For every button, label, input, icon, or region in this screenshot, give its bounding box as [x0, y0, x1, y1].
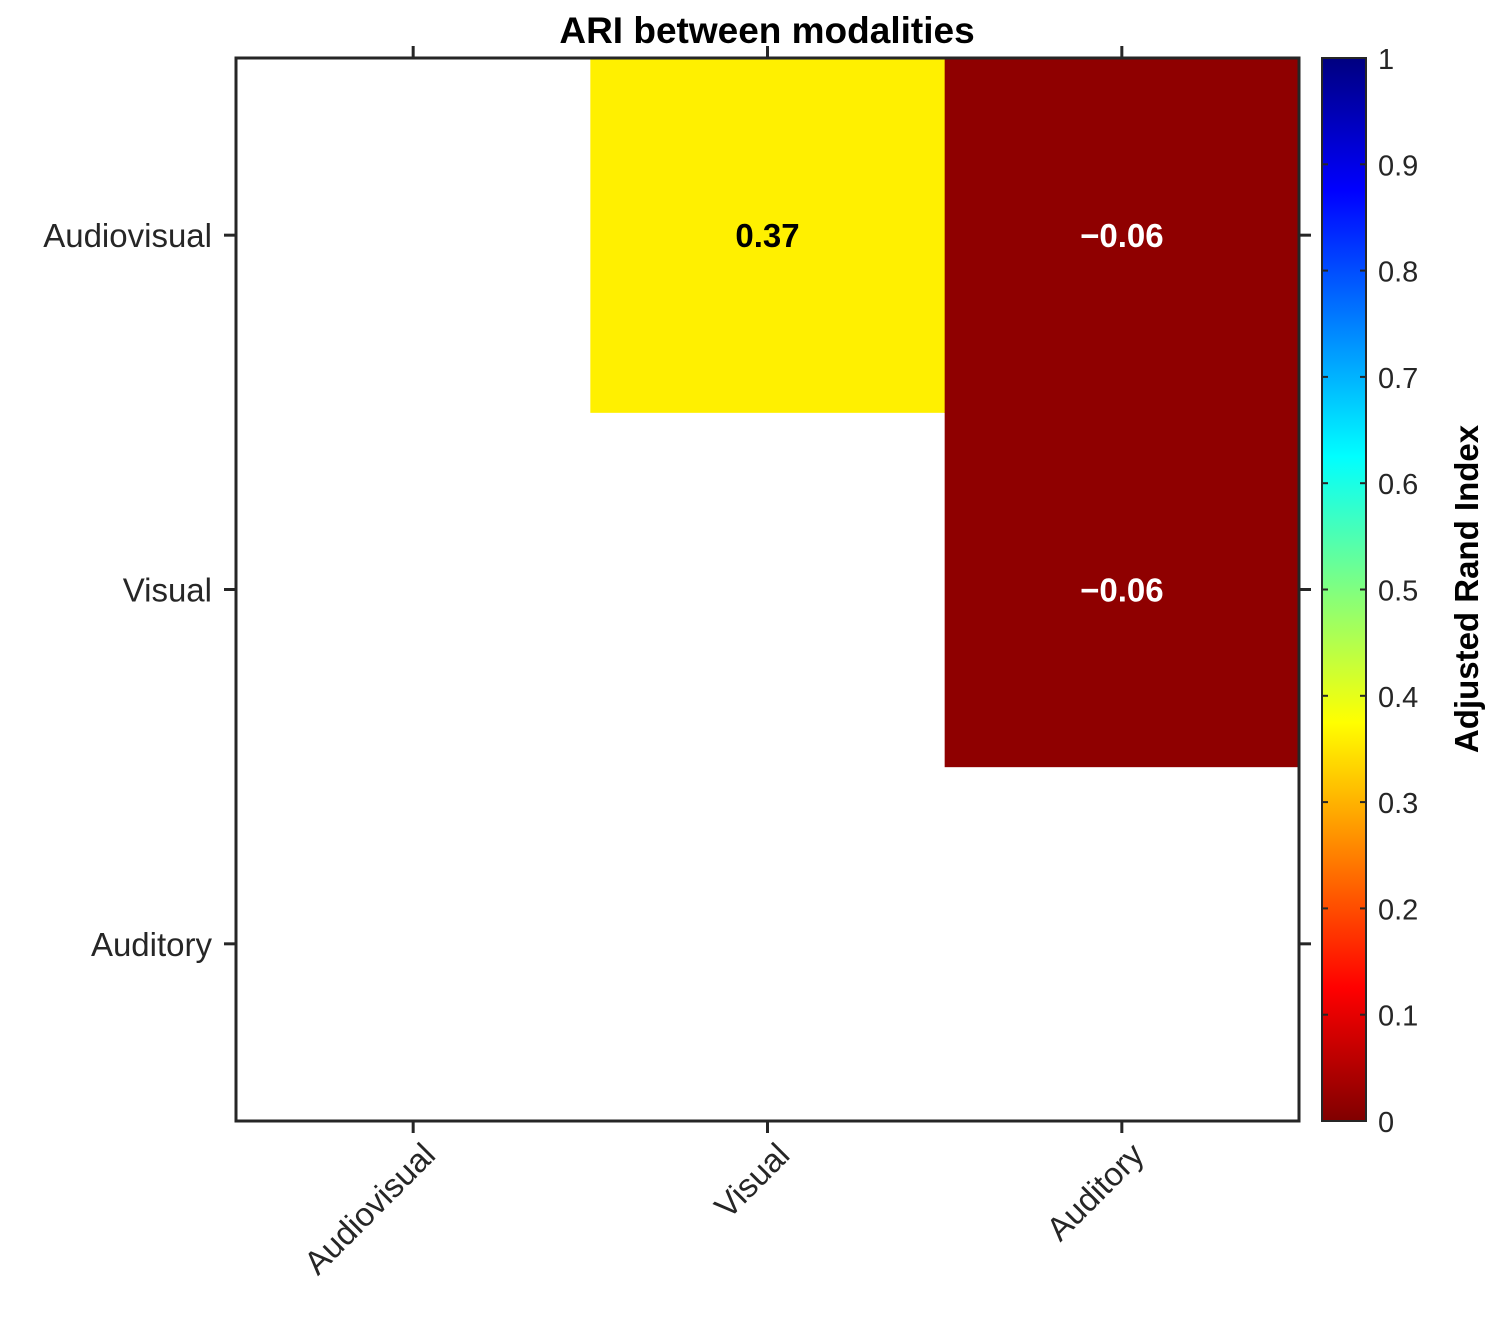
cell-value-label: −0.06	[1080, 572, 1164, 609]
colorbar-tick-label: 0.4	[1378, 682, 1418, 714]
heatmap-cell	[944, 412, 1300, 768]
colorbar-tick-label: 0.8	[1378, 257, 1418, 289]
heatmap-cells: 0.37 −0.06 −0.06	[590, 58, 1300, 768]
colorbar-gradient	[1321, 57, 1367, 1122]
y-axis-tick-labels: Audiovisual Visual Auditory	[43, 217, 212, 963]
axis-ticks	[224, 46, 1311, 1133]
y-tick-label-auditory: Auditory	[91, 926, 213, 963]
colorbar-ticks: 0 0.1 0.2 0.3 0.4 0.5 0.6 0.7 0.8 0.9 1	[1322, 44, 1418, 1139]
colorbar-tick-label: 0.3	[1378, 788, 1418, 820]
colorbar-tick-label: 1	[1378, 44, 1394, 76]
x-axis-tick-labels: Audiovisual Visual Auditory	[297, 1135, 1152, 1281]
x-tick-label-audiovisual: Audiovisual	[297, 1136, 443, 1282]
colorbar: 0 0.1 0.2 0.3 0.4 0.5 0.6 0.7 0.8 0.9 1 Adjusted R…	[1321, 44, 1485, 1139]
colorbar-tick-label: 0.1	[1378, 1001, 1418, 1033]
colorbar-tick-label: 0.7	[1378, 363, 1418, 395]
colorbar-tick-label: 0.6	[1378, 469, 1418, 501]
colorbar-label: Adjusted Rand Index	[1448, 424, 1485, 753]
colorbar-tick-label: 0.5	[1378, 576, 1418, 608]
heatmap-cell	[944, 58, 1300, 413]
heatmap-cell	[590, 58, 946, 413]
cell-value-label: 0.37	[735, 217, 799, 254]
x-tick-label-auditory: Auditory	[1039, 1135, 1151, 1247]
chart-title: ARI between modalities	[559, 10, 974, 51]
colorbar-tick-label: 0	[1378, 1107, 1394, 1139]
x-tick-label-visual: Visual	[707, 1136, 796, 1225]
colorbar-tick-label: 0.9	[1378, 150, 1418, 182]
colorbar-tick-label: 0.2	[1378, 894, 1418, 926]
cell-value-label: −0.06	[1080, 217, 1164, 254]
y-tick-label-audiovisual: Audiovisual	[43, 217, 212, 254]
y-tick-label-visual: Visual	[123, 572, 212, 609]
